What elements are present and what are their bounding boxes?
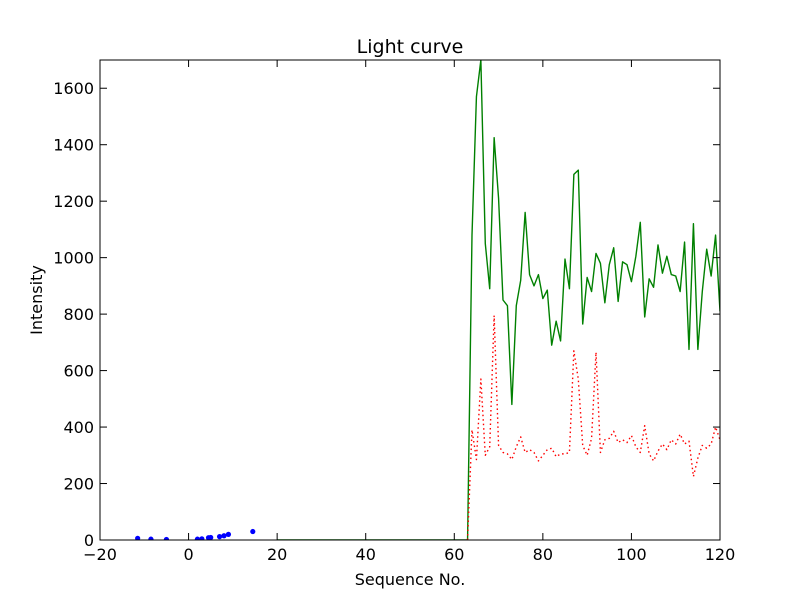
- scatter-point: [163, 536, 170, 540]
- y-tick-label: 800: [63, 305, 94, 324]
- solid-series-line: [277, 60, 720, 540]
- x-tick-label: 100: [616, 545, 647, 564]
- scatter-point: [148, 536, 154, 540]
- chart-title: Light curve: [357, 36, 464, 58]
- y-tick-label: 1400: [53, 136, 94, 155]
- scatter-point: [208, 534, 214, 540]
- x-tick-label: 40: [356, 545, 376, 564]
- scatter-point: [199, 536, 205, 540]
- y-tick-label: 600: [63, 362, 94, 381]
- scatter-point: [194, 536, 201, 540]
- y-tick-label: 1200: [53, 192, 94, 211]
- scatter-point: [216, 534, 223, 540]
- y-tick-label: 1000: [53, 249, 94, 268]
- axis-ticks: −20 0 20 40 60 80 100 1200200400600800100012001…: [53, 60, 735, 564]
- x-tick-label: 20: [267, 545, 287, 564]
- plot-marks: [135, 60, 720, 540]
- scatter-point: [221, 533, 227, 539]
- scatter-point: [250, 528, 256, 535]
- y-tick-label: 0: [84, 531, 94, 550]
- y-tick-label: 400: [63, 418, 94, 437]
- x-tick-label: −20: [83, 545, 117, 564]
- y-tick-label: 1600: [53, 79, 94, 98]
- scatter-point: [135, 535, 141, 540]
- y-tick-label: 200: [63, 475, 94, 494]
- x-axis-label: Sequence No.: [355, 570, 466, 589]
- x-tick-label: 0: [183, 545, 193, 564]
- plot-frame: [99, 59, 721, 541]
- x-tick-label: 60: [444, 545, 464, 564]
- x-tick-label: 120: [705, 545, 736, 564]
- x-tick-label: 80: [533, 545, 553, 564]
- scatter-point: [225, 531, 232, 537]
- y-axis-label: Intensity: [27, 265, 46, 335]
- dotted-series-line: [466, 314, 720, 540]
